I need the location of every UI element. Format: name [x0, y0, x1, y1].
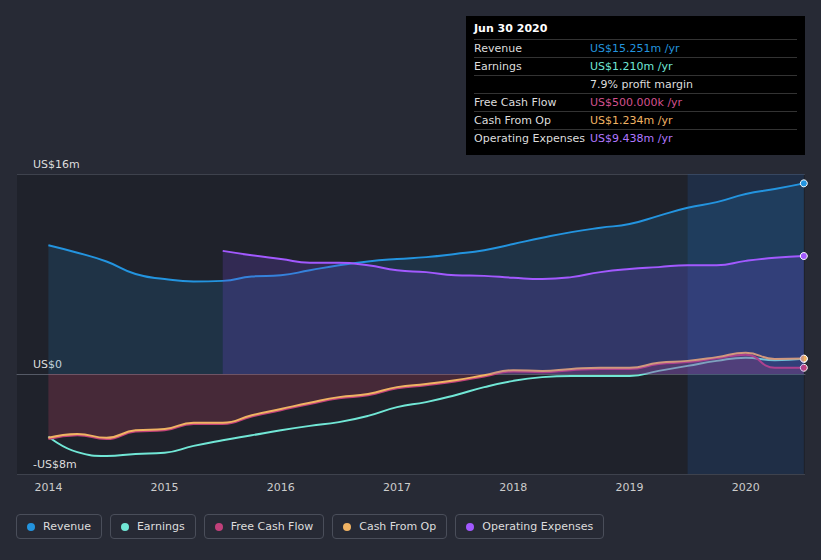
- svg-text:2016: 2016: [267, 481, 295, 494]
- html-text:US$1.210m /yr: US$1.210m /yr: [590, 60, 673, 73]
- html-text:Revenue: Revenue: [474, 42, 522, 55]
- html-text:Earnings: Earnings: [474, 60, 522, 73]
- html-text:Revenue: Revenue: [43, 520, 91, 533]
- svg-text:2015: 2015: [151, 481, 179, 494]
- html-text:Operating Expenses: Operating Expenses: [474, 132, 585, 145]
- html-text:7.9% profit margin: 7.9% profit margin: [590, 78, 693, 91]
- html-text:US$15.251m /yr: US$15.251m /yr: [590, 42, 680, 55]
- svg-text:2020: 2020: [732, 481, 760, 494]
- svg-text:2019: 2019: [616, 481, 644, 494]
- svg-text:2018: 2018: [499, 481, 527, 494]
- html-text:Cash From Op: Cash From Op: [474, 114, 551, 127]
- html-text:US$1.234m /yr: US$1.234m /yr: [590, 114, 673, 127]
- html-text:Earnings: Earnings: [136, 520, 185, 533]
- svg-text:US$16m: US$16m: [33, 158, 80, 171]
- html-text:Jun 30 2020: Jun 30 2020: [474, 22, 548, 35]
- html-text:Operating Expenses: Operating Expenses: [482, 520, 594, 533]
- svg-text:US$0: US$0: [33, 358, 62, 371]
- html-text:Cash From Op: Cash From Op: [359, 520, 437, 533]
- svg-text:2014: 2014: [34, 481, 62, 494]
- html-text:US$9.438m /yr: US$9.438m /yr: [590, 132, 673, 145]
- html-text:Free Cash Flow: Free Cash Flow: [230, 520, 314, 533]
- svg-text:2017: 2017: [383, 481, 411, 494]
- html-text:Free Cash Flow: Free Cash Flow: [474, 96, 557, 109]
- svg-text:-US$8m: -US$8m: [33, 458, 77, 471]
- html-text:US$500.000k /yr: US$500.000k /yr: [590, 96, 683, 109]
